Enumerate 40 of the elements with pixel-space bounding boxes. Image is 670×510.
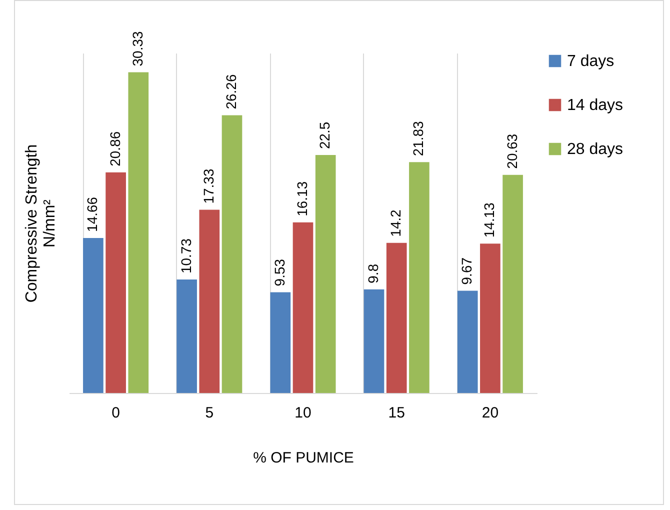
data-label: 16.13 xyxy=(294,181,310,216)
bar xyxy=(128,72,149,393)
bar xyxy=(364,289,384,393)
data-label: 20.86 xyxy=(106,131,123,166)
data-label: 9.67 xyxy=(458,257,475,285)
bar xyxy=(502,174,523,393)
bar xyxy=(480,244,500,393)
x-tick-label: 5 xyxy=(205,404,214,422)
bar xyxy=(199,210,220,393)
x-axis-title: % OF PUMICE xyxy=(253,450,354,466)
bar xyxy=(83,238,104,393)
data-label: 14.13 xyxy=(481,202,498,238)
data-label: 10.73 xyxy=(178,238,194,274)
data-label: 22.5 xyxy=(316,122,333,150)
x-tick-label: 20 xyxy=(482,404,499,422)
data-label: 21.83 xyxy=(410,120,426,156)
bar xyxy=(222,115,242,393)
data-label: 14.2 xyxy=(388,209,404,237)
legend-label: 28 days xyxy=(567,141,624,158)
data-label: 30.33 xyxy=(129,30,146,66)
x-tick-label: 15 xyxy=(388,404,405,422)
data-label: 9.8 xyxy=(365,264,382,284)
bar xyxy=(270,292,291,393)
data-label: 20.63 xyxy=(504,134,520,169)
x-tick-label: 0 xyxy=(112,404,120,422)
data-label: 14.66 xyxy=(84,196,100,232)
bar xyxy=(315,155,336,393)
legend-label: 7 days xyxy=(567,53,614,70)
data-label: 26.26 xyxy=(222,74,239,110)
data-label: 9.53 xyxy=(271,258,288,286)
y-axis-title: Compressive Strength N/mm² xyxy=(24,144,58,303)
bar xyxy=(292,222,314,393)
x-tick-label: 10 xyxy=(294,404,312,422)
bar xyxy=(106,172,126,393)
bar xyxy=(176,280,197,393)
bar xyxy=(457,290,478,393)
data-label: 17.33 xyxy=(200,168,216,204)
bar xyxy=(409,162,430,393)
bar xyxy=(386,242,407,393)
legend-label: 14 days xyxy=(567,97,624,114)
